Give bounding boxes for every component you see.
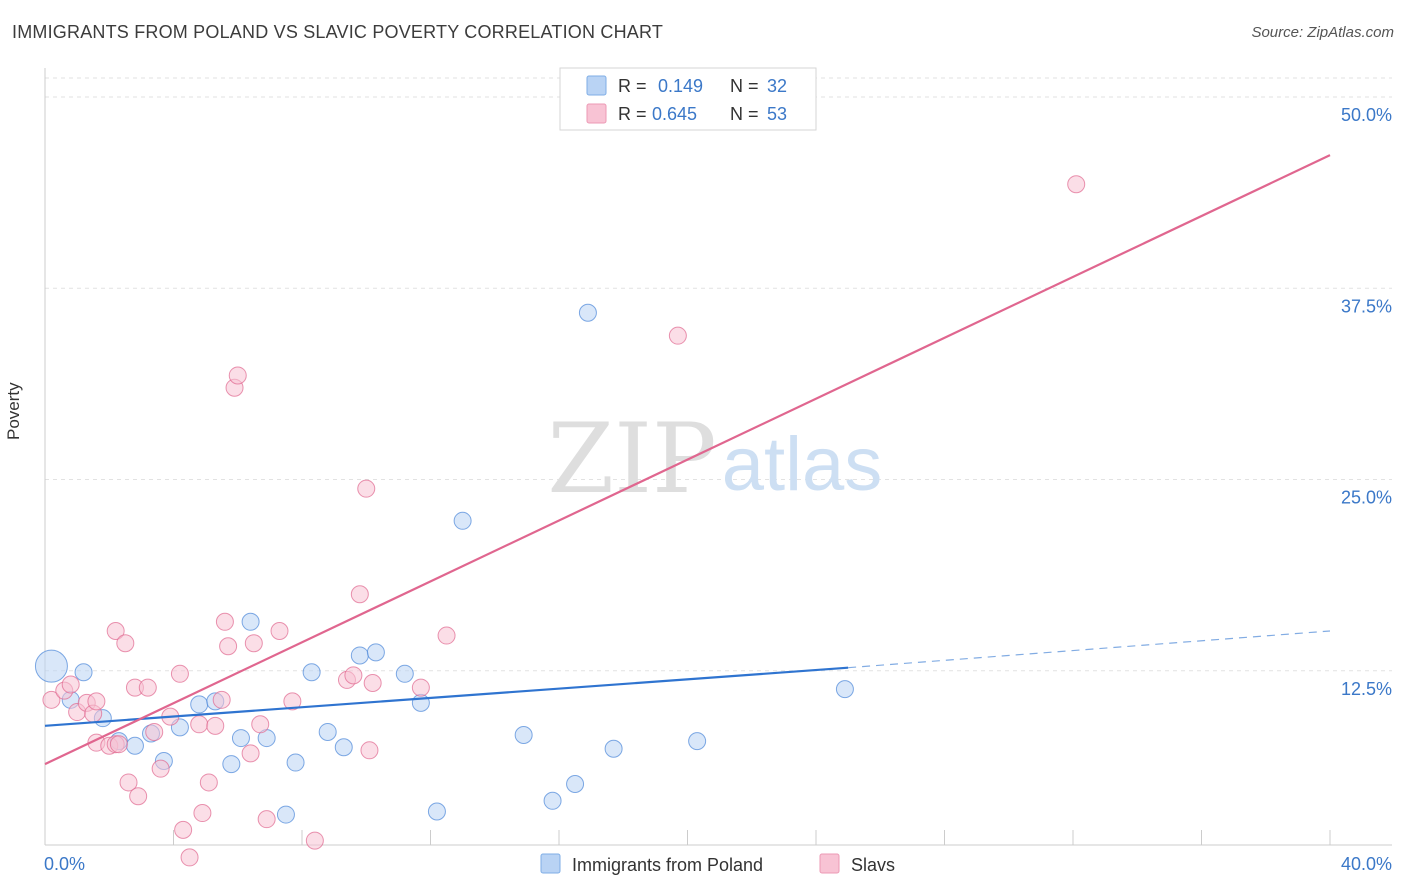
- point-slavs: [138, 678, 157, 697]
- point-slavs: [363, 673, 382, 692]
- point-poland: [578, 303, 597, 322]
- point-poland: [604, 739, 623, 758]
- tick-labels: 12.5% 25.0% 37.5% 50.0% 0.0% 40.0%: [44, 105, 1392, 874]
- watermark-atlas: atlas: [722, 422, 883, 507]
- point-poland: [190, 695, 209, 714]
- point-slavs: [228, 366, 247, 385]
- point-slavs: [151, 759, 170, 778]
- point-slavs: [129, 787, 148, 806]
- point-slavs: [257, 810, 276, 829]
- point-slavs: [350, 585, 369, 604]
- legend-bottom-swatch-slavs: [819, 853, 840, 874]
- point-slavs: [251, 715, 270, 734]
- y-tick-label: 25.0%: [1341, 488, 1392, 508]
- point-poland: [241, 612, 260, 631]
- legend-r-label-poland: R =: [618, 76, 647, 96]
- point-slavs: [119, 773, 138, 792]
- point-slavs: [215, 612, 234, 631]
- legend-n-value-slavs: 53: [767, 104, 787, 124]
- chart-title: IMMIGRANTS FROM POLAND VS SLAVIC POVERTY…: [12, 22, 664, 42]
- point-slavs: [1067, 175, 1086, 194]
- legend-r-value-poland: 0.149: [658, 76, 703, 96]
- point-poland: [566, 774, 585, 793]
- point-poland: [411, 693, 430, 712]
- x-tick-label-max: 40.0%: [1341, 854, 1392, 874]
- point-poland: [514, 726, 533, 745]
- point-slavs: [87, 692, 106, 711]
- point-poland: [453, 511, 472, 530]
- legend-swatch-slavs: [586, 103, 607, 124]
- grid-lines: [45, 77, 1392, 672]
- point-poland: [286, 753, 305, 772]
- point-slavs: [305, 831, 324, 850]
- legend-n-label-poland: N =: [730, 76, 759, 96]
- point-poland: [395, 664, 414, 683]
- point-poland: [302, 663, 321, 682]
- trend-line-poland-dashed: [848, 630, 1331, 669]
- point-poland: [543, 791, 562, 810]
- legend-bottom-label-poland: Immigrants from Poland: [572, 855, 763, 875]
- point-poland: [222, 755, 241, 774]
- legend-bottom-swatch-poland: [540, 853, 561, 874]
- point-slavs: [219, 637, 238, 656]
- point-slavs: [270, 621, 289, 640]
- point-slavs: [109, 735, 128, 754]
- point-slavs: [116, 634, 135, 653]
- point-poland: [366, 643, 385, 662]
- point-poland: [334, 738, 353, 757]
- legend-bottom-label-slavs: Slavs: [851, 855, 895, 875]
- point-slavs: [61, 675, 80, 694]
- point-slavs: [344, 666, 363, 685]
- point-poland: [125, 736, 144, 755]
- point-slavs: [174, 820, 193, 839]
- legend-top: R = 0.149 N = 32 R = 0.645 N = 53: [559, 67, 817, 131]
- y-tick-label: 50.0%: [1341, 105, 1392, 125]
- point-slavs: [283, 692, 302, 711]
- point-poland: [276, 805, 295, 824]
- point-slavs: [199, 773, 218, 792]
- axes: [44, 68, 1392, 846]
- point-poland: [231, 729, 250, 748]
- point-poland: [318, 722, 337, 741]
- point-poland: [688, 732, 707, 751]
- legend-r-value-slavs: 0.645: [652, 104, 697, 124]
- point-poland: [34, 649, 68, 683]
- source-label: Source: ZipAtlas.com: [1251, 24, 1394, 41]
- point-poland: [350, 646, 369, 665]
- x-tick-label-min: 0.0%: [44, 854, 85, 874]
- point-slavs: [190, 715, 209, 734]
- point-slavs: [360, 741, 379, 760]
- legend-r-label-slavs: R =: [618, 104, 647, 124]
- trend-line-poland: [44, 666, 849, 727]
- point-slavs: [206, 716, 225, 735]
- legend-swatch-poland: [586, 75, 607, 96]
- point-slavs: [145, 722, 164, 741]
- point-slavs: [170, 664, 189, 683]
- point-slavs: [357, 479, 376, 498]
- point-slavs: [106, 621, 125, 640]
- point-slavs: [212, 690, 231, 709]
- point-slavs: [241, 744, 260, 763]
- point-slavs: [42, 690, 61, 709]
- trend-line-slavs: [44, 154, 1331, 766]
- y-tick-label: 37.5%: [1341, 296, 1392, 316]
- trend-lines: [44, 154, 1331, 766]
- point-slavs: [411, 678, 430, 697]
- point-slavs: [193, 804, 212, 823]
- point-slavs: [244, 634, 263, 653]
- point-slavs: [180, 848, 199, 867]
- point-slavs: [668, 326, 687, 345]
- point-slavs: [437, 626, 456, 645]
- legend-bottom: Immigrants from Poland Slavs: [540, 853, 895, 875]
- point-poland: [835, 680, 854, 699]
- point-poland: [74, 663, 93, 682]
- y-tick-label: 12.5%: [1341, 679, 1392, 699]
- point-poland: [427, 802, 446, 821]
- legend-n-value-poland: 32: [767, 76, 787, 96]
- legend-n-label-slavs: N =: [730, 104, 759, 124]
